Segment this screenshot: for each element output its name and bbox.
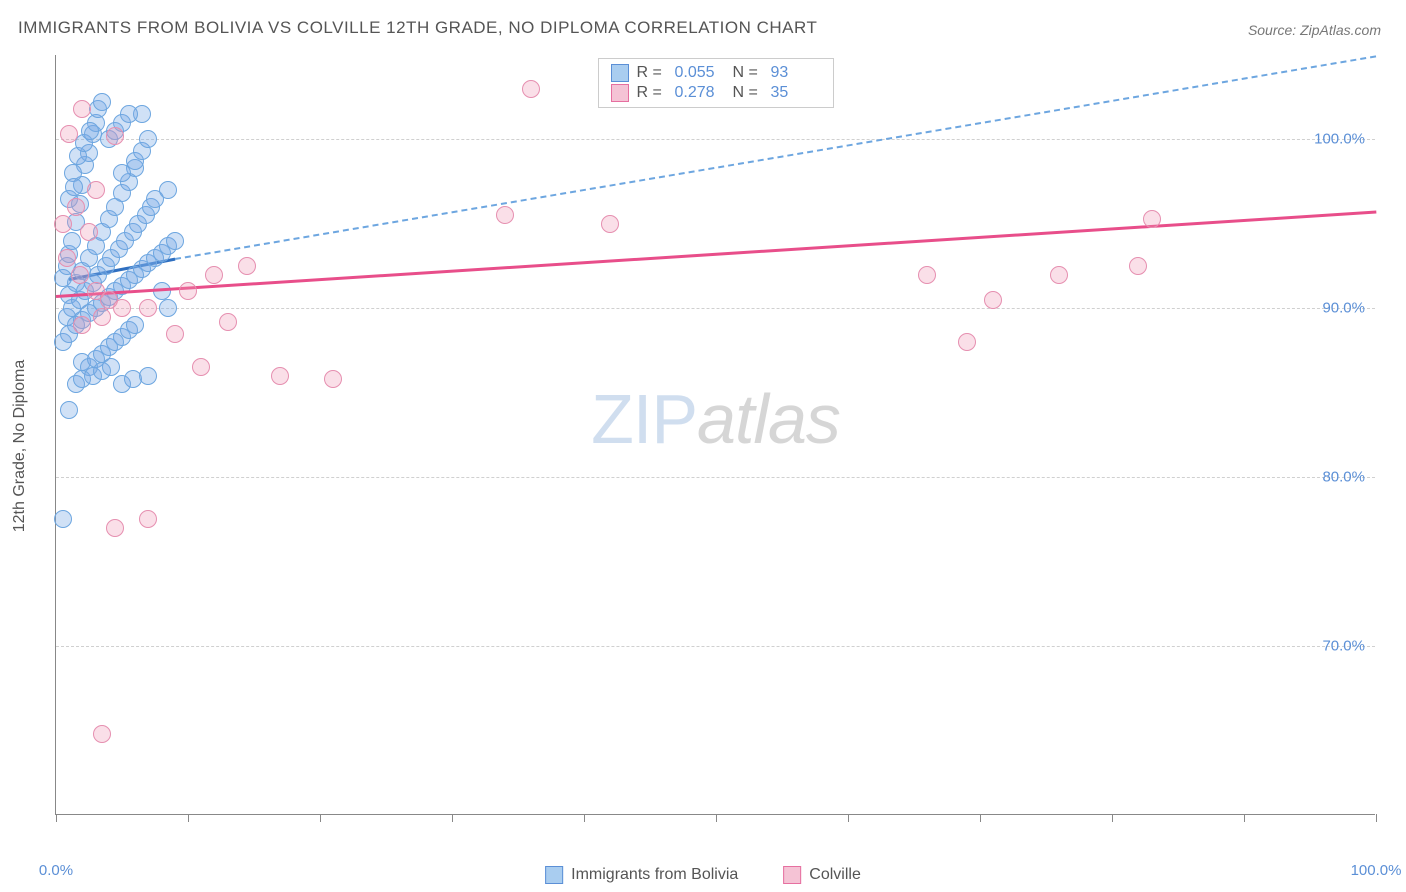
legend-item-colville: Colville xyxy=(783,866,861,884)
data-point-colville xyxy=(166,325,184,343)
data-point-colville xyxy=(238,257,256,275)
bottom-legend: Immigrants from Bolivia Colville xyxy=(545,866,861,884)
gridline xyxy=(56,308,1375,309)
data-point-colville xyxy=(1143,210,1161,228)
data-point-colville xyxy=(73,100,91,118)
data-point-colville xyxy=(73,316,91,334)
data-point-colville xyxy=(80,223,98,241)
source-credit: Source: ZipAtlas.com xyxy=(1248,22,1381,38)
stats-legend-box: R =0.055N =93R =0.278N =35 xyxy=(598,58,834,108)
data-point-colville xyxy=(179,282,197,300)
x-tick xyxy=(188,814,189,822)
data-point-bolivia xyxy=(166,232,184,250)
x-tick xyxy=(452,814,453,822)
data-point-colville xyxy=(71,266,89,284)
gridline xyxy=(56,477,1375,478)
gridline xyxy=(56,139,1375,140)
data-point-bolivia xyxy=(120,105,138,123)
x-tick-label: 0.0% xyxy=(39,862,73,879)
y-axis-label: 12th Grade, No Diploma xyxy=(11,360,29,533)
data-point-colville xyxy=(113,299,131,317)
data-point-colville xyxy=(93,725,111,743)
trend-line-colville xyxy=(56,210,1376,297)
data-point-colville xyxy=(58,249,76,267)
legend-label: Immigrants from Bolivia xyxy=(571,866,738,884)
chart-container: IMMIGRANTS FROM BOLIVIA VS COLVILLE 12TH… xyxy=(0,0,1406,892)
data-point-bolivia xyxy=(65,178,83,196)
data-point-colville xyxy=(54,215,72,233)
y-tick-label: 70.0% xyxy=(1322,638,1365,655)
data-point-colville xyxy=(918,266,936,284)
data-point-bolivia xyxy=(93,93,111,111)
data-point-bolivia xyxy=(153,282,171,300)
data-point-bolivia xyxy=(54,510,72,528)
chart-title: IMMIGRANTS FROM BOLIVIA VS COLVILLE 12TH… xyxy=(18,18,817,38)
watermark: ZIPatlas xyxy=(591,379,840,459)
data-point-bolivia xyxy=(159,299,177,317)
data-point-colville xyxy=(106,519,124,537)
legend-item-bolivia: Immigrants from Bolivia xyxy=(545,866,738,884)
data-point-bolivia xyxy=(139,130,157,148)
gridline xyxy=(56,646,1375,647)
data-point-colville xyxy=(271,367,289,385)
data-point-colville xyxy=(205,266,223,284)
x-tick xyxy=(848,814,849,822)
data-point-colville xyxy=(192,358,210,376)
data-point-colville xyxy=(67,198,85,216)
data-point-colville xyxy=(522,80,540,98)
x-tick xyxy=(56,814,57,822)
swatch-colville xyxy=(611,84,629,102)
data-point-colville xyxy=(106,127,124,145)
data-point-bolivia xyxy=(126,316,144,334)
data-point-bolivia xyxy=(60,401,78,419)
data-point-bolivia xyxy=(102,358,120,376)
legend-swatch-bolivia xyxy=(545,866,563,884)
data-point-colville xyxy=(87,181,105,199)
data-point-colville xyxy=(601,215,619,233)
x-tick xyxy=(584,814,585,822)
x-tick xyxy=(320,814,321,822)
x-tick xyxy=(1376,814,1377,822)
x-tick xyxy=(1112,814,1113,822)
data-point-colville xyxy=(139,299,157,317)
data-point-bolivia xyxy=(63,232,81,250)
data-point-colville xyxy=(139,510,157,528)
data-point-bolivia xyxy=(139,367,157,385)
data-point-colville xyxy=(1050,266,1068,284)
x-tick xyxy=(980,814,981,822)
data-point-bolivia xyxy=(81,122,99,140)
y-tick-label: 90.0% xyxy=(1322,300,1365,317)
data-point-bolivia xyxy=(159,181,177,199)
x-tick xyxy=(1244,814,1245,822)
data-point-colville xyxy=(219,313,237,331)
swatch-bolivia xyxy=(611,64,629,82)
data-point-colville xyxy=(496,206,514,224)
stats-row-colville: R =0.278N =35 xyxy=(611,83,821,103)
data-point-colville xyxy=(60,125,78,143)
data-point-colville xyxy=(93,308,111,326)
legend-swatch-colville xyxy=(783,866,801,884)
plot-area: ZIPatlas R =0.055N =93R =0.278N =35 70.0… xyxy=(55,55,1375,815)
data-point-colville xyxy=(324,370,342,388)
data-point-colville xyxy=(1129,257,1147,275)
y-tick-label: 100.0% xyxy=(1314,131,1365,148)
x-tick-label: 100.0% xyxy=(1351,862,1402,879)
stats-row-bolivia: R =0.055N =93 xyxy=(611,63,821,83)
data-point-colville xyxy=(984,291,1002,309)
y-tick-label: 80.0% xyxy=(1322,469,1365,486)
x-tick xyxy=(716,814,717,822)
data-point-colville xyxy=(958,333,976,351)
legend-label: Colville xyxy=(809,866,861,884)
